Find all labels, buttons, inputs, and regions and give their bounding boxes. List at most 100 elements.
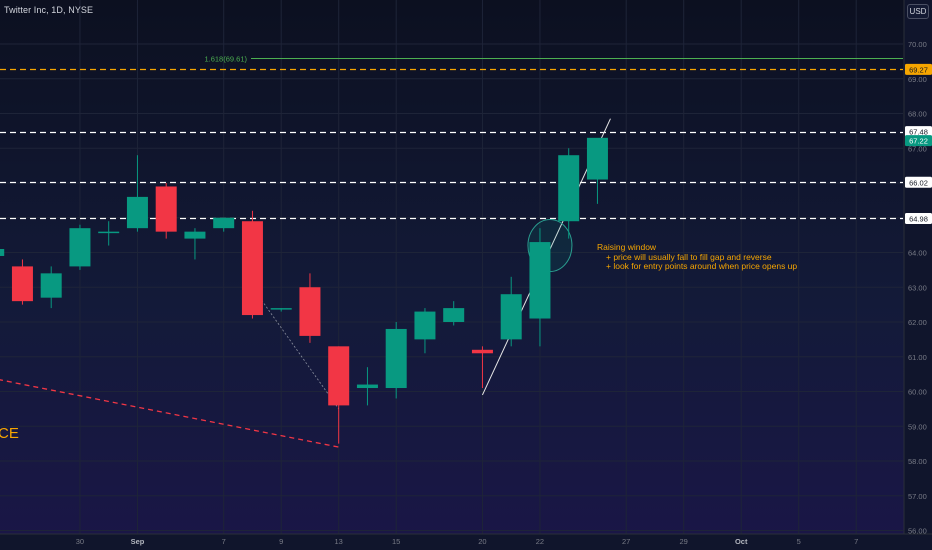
price-axis-tick-label: 61.00 xyxy=(908,353,927,362)
candle-body xyxy=(385,328,407,389)
time-axis-tick-label: 7 xyxy=(854,537,858,546)
candle[interactable] xyxy=(586,137,608,204)
candle[interactable] xyxy=(241,210,263,319)
currency-badge[interactable]: USD xyxy=(907,4,929,19)
price-level-badge-text: 69.27 xyxy=(909,65,928,74)
candle[interactable] xyxy=(529,228,551,347)
current-price-badge-text: 67.22 xyxy=(909,137,928,146)
candle[interactable] xyxy=(270,308,292,312)
price-axis-tick-label: 59.00 xyxy=(908,422,927,431)
time-axis-tick-label: 7 xyxy=(222,537,226,546)
time-axis-tick-label: 5 xyxy=(797,537,801,546)
candle[interactable] xyxy=(328,346,350,444)
price-level-badge-bg xyxy=(905,63,932,75)
candle-body xyxy=(69,228,91,267)
time-axis-tick-label: 20 xyxy=(478,537,486,546)
annotation-title: Raising window xyxy=(597,242,657,252)
projection-line[interactable] xyxy=(252,287,340,410)
time-axis[interactable]: 30 Sep 7 9 13 15 20 22 27 29 Oct 5 7 xyxy=(0,533,932,550)
price-axis-tick-label: 62.00 xyxy=(908,318,927,327)
candle-body xyxy=(155,186,177,232)
time-axis-tick-label: Oct xyxy=(735,537,748,546)
candle-body xyxy=(529,242,551,319)
price-axis-tick-label: 56.00 xyxy=(908,527,927,536)
current-price-badge-bg xyxy=(905,135,932,147)
annotation-line: + look for entry points around when pric… xyxy=(606,261,797,271)
time-axis-tick-label: 29 xyxy=(680,537,688,546)
candle-body xyxy=(40,273,62,298)
fib-extension-label: 1.618(69.61) xyxy=(204,55,247,64)
time-axis-tick-label: 27 xyxy=(622,537,630,546)
price-level-badge-bg xyxy=(905,126,932,138)
candle-body xyxy=(241,221,263,316)
price-level-badge: 69.27 xyxy=(905,63,932,75)
annotation-line: + price will usually fall to fill gap an… xyxy=(606,252,772,262)
price-level-lines[interactable] xyxy=(0,68,903,220)
price-axis-tick-label: 58.00 xyxy=(908,457,927,466)
price-level-badge-text: 67.48 xyxy=(909,128,928,137)
candle[interactable] xyxy=(443,301,465,326)
candle[interactable] xyxy=(385,322,407,399)
candle-body xyxy=(184,231,206,239)
candle[interactable] xyxy=(155,183,177,239)
price-axis-tick-label: 60.00 xyxy=(908,388,927,397)
time-axis-tick-label: 22 xyxy=(536,537,544,546)
price-level-badge-bg xyxy=(905,212,932,224)
time-axis-tick-label: 9 xyxy=(279,537,283,546)
candle-body xyxy=(213,217,235,229)
candle-body xyxy=(586,137,608,180)
candle[interactable] xyxy=(500,276,522,347)
price-axis-labels: 69.27 67.48 66.02 64.98 67.22 xyxy=(905,63,932,224)
time-axis-tick-label: Sep xyxy=(131,537,145,546)
time-axis-tick-label: 15 xyxy=(392,537,400,546)
price-level-badge: 67.48 xyxy=(905,126,932,138)
trend-line-red[interactable] xyxy=(0,367,339,448)
candle-body xyxy=(328,346,350,406)
candle-body xyxy=(299,287,321,336)
price-axis-tick-label: 64.00 xyxy=(908,249,927,258)
candle[interactable] xyxy=(414,308,436,354)
candle-body xyxy=(356,384,378,389)
time-axis-tick-label: 13 xyxy=(335,537,343,546)
price-axis-tick-label: 57.00 xyxy=(908,492,927,501)
price-axis-tick-label: 70.00 xyxy=(908,40,927,49)
price-level-badge-text: 64.98 xyxy=(909,214,928,223)
candle-body xyxy=(500,294,522,340)
price-axis-background xyxy=(904,0,932,550)
candle[interactable] xyxy=(299,273,321,343)
candle-body xyxy=(0,249,5,256)
candle[interactable] xyxy=(11,259,33,305)
price-level-badge: 64.98 xyxy=(905,212,932,224)
candle[interactable] xyxy=(558,148,580,239)
current-price-badge: 67.22 xyxy=(905,135,932,147)
price-level-badge-text: 66.02 xyxy=(909,178,928,187)
candle[interactable] xyxy=(356,367,378,406)
symbol-title[interactable]: Twitter Inc, 1D, NYSE xyxy=(4,5,94,15)
candle[interactable] xyxy=(471,346,493,389)
candle-body xyxy=(11,266,33,302)
price-axis-tick-label: 69.00 xyxy=(908,75,927,84)
price-axis-tick-label: 63.00 xyxy=(908,283,927,292)
candle[interactable] xyxy=(213,217,235,232)
candle-body xyxy=(471,349,493,354)
price-axis-tick-label: 67.00 xyxy=(908,144,927,153)
candle-body xyxy=(558,155,580,222)
cropped-annotation-text: CE xyxy=(0,425,19,442)
candle-body xyxy=(98,231,120,234)
candle-body xyxy=(126,196,148,229)
candle[interactable] xyxy=(126,155,148,232)
price-axis[interactable]: 56.00 57.00 58.00 59.00 60.00 61.00 62.00 63.00… xyxy=(903,0,932,550)
candle-body xyxy=(270,308,292,310)
time-axis-background xyxy=(0,534,932,550)
price-axis-tick-label: 68.00 xyxy=(908,110,927,119)
candle[interactable] xyxy=(69,224,91,270)
candle[interactable] xyxy=(98,221,120,246)
time-axis-tick-label: 30 xyxy=(76,537,84,546)
candle[interactable] xyxy=(184,228,206,260)
candle-body xyxy=(414,311,436,340)
candle[interactable] xyxy=(0,249,5,270)
candlestick-series[interactable] xyxy=(0,137,608,444)
annotation-group[interactable]: Raising window+ price will usually fall … xyxy=(0,242,797,442)
candle[interactable] xyxy=(40,266,62,309)
